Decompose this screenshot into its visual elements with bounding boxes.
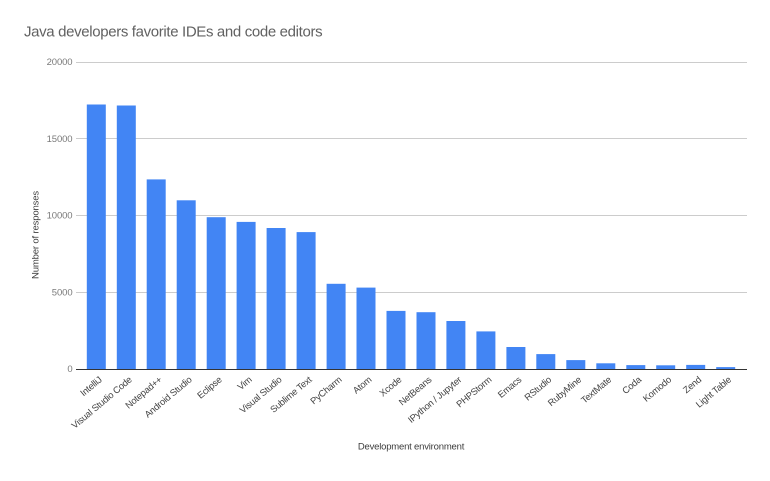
svg-text:10000: 10000 [47,211,73,222]
svg-text:Number of responses: Number of responses [31,191,42,279]
svg-text:5000: 5000 [52,287,73,298]
svg-text:15000: 15000 [47,134,73,145]
svg-text:Java developers favorite IDEs: Java developers favorite IDEs and code e… [24,24,322,41]
svg-text:0: 0 [67,364,72,375]
svg-text:20000: 20000 [47,57,73,68]
svg-text:Development environment: Development environment [358,442,465,453]
